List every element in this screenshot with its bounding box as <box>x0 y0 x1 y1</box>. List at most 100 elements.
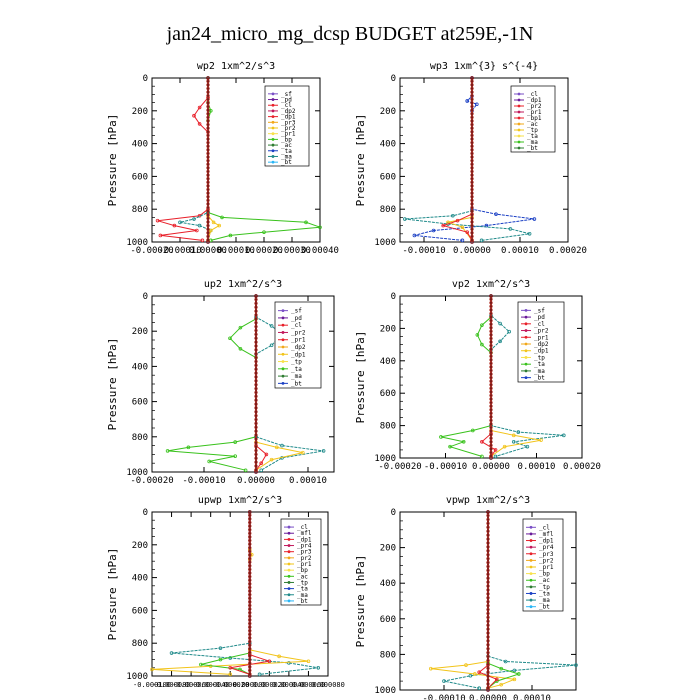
legend-marker <box>524 369 528 373</box>
zero-line-marker <box>489 422 493 426</box>
legend-label: _cl <box>527 91 538 98</box>
zero-line-marker <box>470 173 474 177</box>
legend-label: _cl <box>297 524 308 531</box>
y-tick-label: 0 <box>391 508 396 518</box>
zero-line-marker <box>248 650 252 655</box>
series-point <box>525 444 530 449</box>
legend-label: _ma <box>297 592 308 599</box>
x-tick-label: 0.000060 <box>292 681 326 689</box>
zero-line-marker <box>206 83 210 87</box>
legend-label: _bp <box>281 136 292 143</box>
series-point <box>516 672 521 676</box>
zero-line-marker <box>470 83 474 87</box>
zero-line-marker <box>206 169 210 174</box>
x-tick-label: 0.000080 <box>311 681 345 689</box>
x-tick-label: 0.00010 <box>501 246 539 256</box>
zero-line-marker <box>489 425 493 430</box>
zero-line-marker <box>248 520 252 525</box>
series-point <box>532 217 537 221</box>
zero-line-marker <box>206 180 210 185</box>
zero-line-marker <box>248 636 252 640</box>
zero-line-marker <box>248 524 252 528</box>
zero-line-marker <box>470 213 474 217</box>
series-point <box>150 667 154 672</box>
legend-label: _pr3 <box>539 551 554 558</box>
zero-line-marker <box>486 631 490 635</box>
zero-line-marker <box>470 93 474 98</box>
legend-marker <box>271 132 275 136</box>
series-point <box>480 323 484 327</box>
legend-marker <box>529 585 533 589</box>
series-point <box>448 444 452 449</box>
series-point <box>262 230 266 234</box>
legend-marker <box>517 92 521 96</box>
series-point <box>455 218 460 223</box>
legend-label: _pr2 <box>297 555 312 562</box>
series-point <box>197 105 202 110</box>
series-point <box>480 439 484 444</box>
y-tick-label: 1000 <box>126 672 148 682</box>
zero-line-marker <box>470 144 474 148</box>
panel-title: up2 1xm^2/s^3 <box>204 279 282 290</box>
zero-line-marker <box>486 596 490 600</box>
zero-line-marker <box>486 513 490 518</box>
legend-marker <box>281 331 285 334</box>
series-line-ac <box>200 512 251 675</box>
series-point <box>502 444 507 449</box>
legend-marker <box>271 126 275 130</box>
zero-line-marker <box>248 549 252 554</box>
series-point <box>464 663 468 667</box>
zero-line-marker <box>254 425 258 430</box>
zero-line-marker <box>470 115 474 120</box>
series-point <box>247 510 252 514</box>
zero-line-marker <box>470 191 474 195</box>
zero-line-marker <box>248 618 252 622</box>
zero-line-marker <box>248 571 252 575</box>
zero-line-marker <box>489 308 493 312</box>
legend-label: _cl <box>539 524 550 531</box>
zero-line-marker <box>470 238 474 242</box>
series-point <box>439 435 443 439</box>
zero-line-marker <box>486 682 490 686</box>
panel-6: vpwp 1xm^2/s^3 Pressure [hPa] 0 200 400 600 80… <box>354 495 578 700</box>
legend-marker <box>517 134 521 138</box>
y-tick-label: 800 <box>132 205 148 215</box>
legend-marker <box>287 531 291 535</box>
x-tick-label: -0.000080 <box>153 681 191 689</box>
legend-marker <box>517 116 521 120</box>
y-tick-label: 800 <box>132 639 148 649</box>
zero-line-marker <box>470 194 474 199</box>
zero-line-marker <box>248 589 252 593</box>
x-tick-label: -0.000020 <box>211 681 249 689</box>
series-point <box>207 459 212 464</box>
panel-title: wp2 1xm^2/s^3 <box>197 61 275 72</box>
legend-marker <box>287 599 291 603</box>
zero-line-marker <box>248 560 252 564</box>
series-point <box>178 220 182 225</box>
x-tick-label: 0.00010 <box>513 694 551 700</box>
zero-line-marker <box>486 564 490 569</box>
legend-label: _dp2 <box>281 108 296 115</box>
zero-line-marker <box>248 672 252 676</box>
legend-label: _bt <box>291 380 302 387</box>
zero-line-marker <box>206 122 210 127</box>
series-point <box>269 457 274 462</box>
series-point <box>218 657 223 662</box>
legend-marker <box>517 128 521 132</box>
zero-line-marker <box>254 402 258 406</box>
zero-line-marker <box>489 358 493 362</box>
series-point <box>195 228 199 233</box>
x-tick-label: 0.000020 <box>252 681 286 689</box>
series-point <box>480 342 484 347</box>
legend-label: _pd <box>291 315 302 322</box>
panel-5: upwp 1xm^2/s^3 Pressure [hPa] 0 200 400 600 80… <box>106 495 345 689</box>
zero-line-marker <box>248 603 252 608</box>
zero-line-marker <box>206 115 210 120</box>
legend-label: _sf <box>534 307 545 314</box>
legend-marker <box>271 92 275 96</box>
zero-line-marker <box>254 375 258 379</box>
zero-line-marker <box>248 661 252 665</box>
zero-line-marker <box>206 79 210 84</box>
series-point <box>264 452 269 457</box>
zero-line-marker <box>489 304 493 309</box>
